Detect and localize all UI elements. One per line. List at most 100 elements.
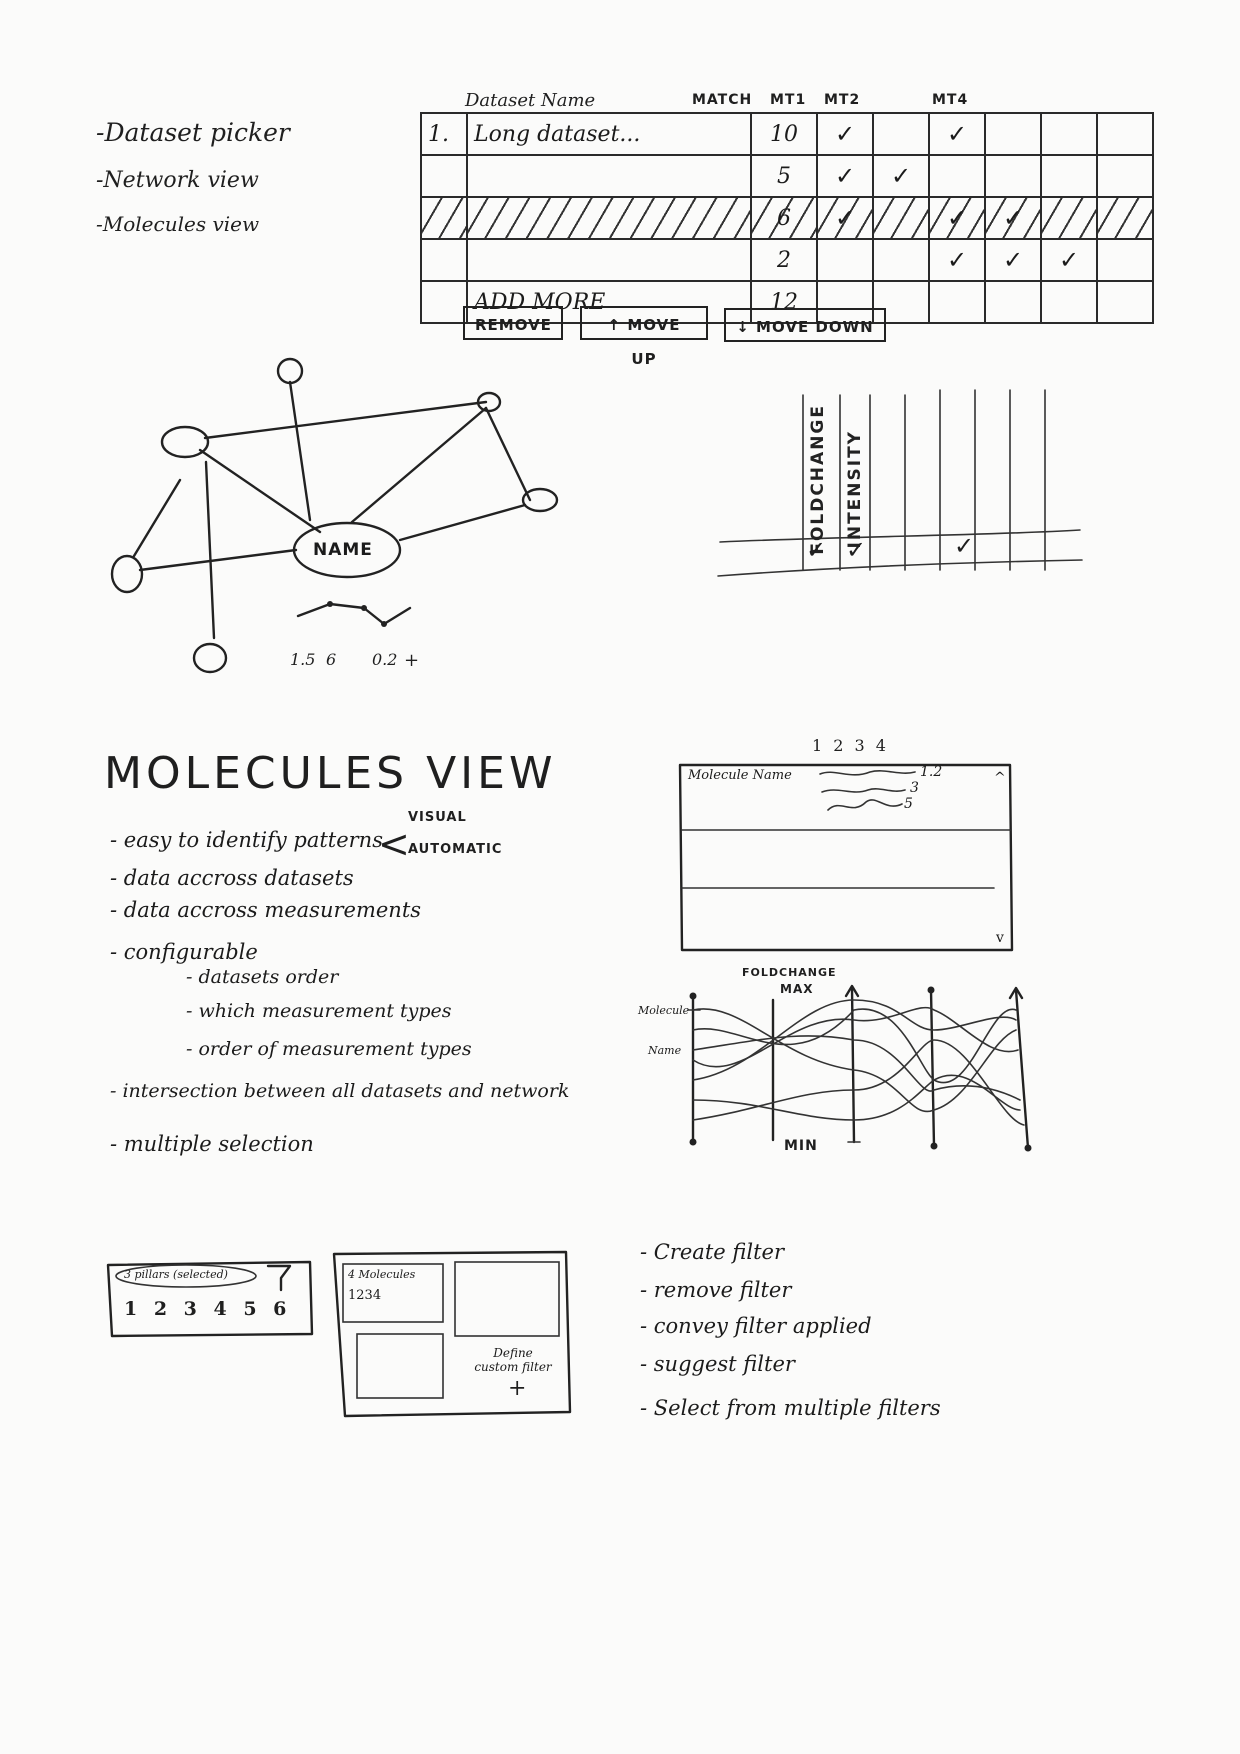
axis-max-label: MAX: [780, 982, 814, 996]
header-mt1: MT1: [770, 92, 807, 108]
dataset-row[interactable]: 1. Long dataset... 10 ✓ ✓: [420, 112, 1154, 156]
scroll-up-button[interactable]: ^: [994, 770, 1006, 786]
measure-check-cell: [1096, 154, 1154, 198]
filter-widget-sketch: [106, 1260, 314, 1338]
sub-bullet: - order of measurement types: [186, 1038, 472, 1060]
axis-title: FOLDCHANGE: [742, 966, 837, 979]
branch-automatic: AUTOMATIC: [408, 842, 503, 857]
measure-check-cell: ✓: [1040, 238, 1098, 282]
dataset-name-cell: Long dataset...: [466, 112, 752, 156]
measure-check: ✓: [806, 536, 827, 564]
dataset-row[interactable]: 5 ✓ ✓: [420, 154, 1154, 198]
move-down-button[interactable]: ↓ MOVE DOWN: [724, 308, 886, 342]
dataset-row[interactable]: 2 ✓ ✓ ✓: [420, 238, 1154, 282]
network-node: [521, 487, 559, 513]
dataset-name-cell: ADD MORE: [466, 280, 752, 324]
measure-check-cell: ✓: [872, 154, 930, 198]
sparkline: [296, 602, 412, 626]
measure-check-cell: [1096, 196, 1154, 240]
measure-check-cell: [984, 112, 1042, 156]
sub-bullet: - datasets order: [186, 966, 339, 988]
remove-button[interactable]: REMOVE: [463, 306, 563, 340]
measure-check-cell: [928, 280, 986, 324]
header-dataset-name: Dataset Name: [465, 90, 596, 111]
branch-bracket: <: [378, 822, 410, 866]
filter-pill[interactable]: 3 pillars (selected): [124, 1268, 228, 1281]
move-up-button[interactable]: ↑ MOVE UP: [580, 306, 708, 368]
molecule-name-header: Molecule Name: [688, 768, 792, 783]
measure-check-cell: [1096, 280, 1154, 324]
sub-bullet: - which measurement types: [186, 1000, 452, 1022]
measure-check-cell: [1096, 112, 1154, 156]
bullet: - intersection between all datasets and …: [110, 1080, 570, 1102]
measure-check-cell: ✓: [928, 238, 986, 282]
network-node: [160, 425, 210, 459]
match-count-cell: 10: [750, 112, 818, 156]
filter-note: - suggest filter: [640, 1352, 795, 1376]
measure-check-cell: [872, 280, 930, 324]
branch-visual: VISUAL: [408, 810, 467, 825]
spark-label: 1.5: [290, 650, 316, 669]
dataset-table: 1. Long dataset... 10 ✓ ✓ 5 ✓ ✓ 6 ✓ ✓ ✓ 2 ✓ ✓ ✓ ADD MORE…: [420, 112, 1154, 324]
bullet: - multiple selection: [110, 1132, 314, 1156]
scroll-down-button[interactable]: v: [996, 930, 1004, 946]
measure-check-cell: [984, 280, 1042, 324]
measure-check: ✓: [846, 536, 867, 564]
axis-left-label: Molecule: [638, 1004, 690, 1017]
filter-note: - remove filter: [640, 1278, 792, 1302]
parallel-coordinates-chart: [687, 984, 1032, 1152]
molecule-value: 3: [910, 780, 919, 796]
axis-min-label: MIN: [784, 1138, 818, 1154]
dataset-row[interactable]: 6 ✓ ✓ ✓: [420, 196, 1154, 240]
match-count-cell: 6: [750, 196, 818, 240]
measure-check-cell: ✓: [928, 112, 986, 156]
header-mt4: MT4: [932, 92, 969, 108]
measure-check-cell: ✓: [816, 154, 874, 198]
row-index: [420, 280, 468, 324]
spark-label: +: [404, 650, 420, 671]
define-custom-filter[interactable]: Define custom filter: [474, 1346, 552, 1374]
measure-check: ✓: [954, 532, 975, 560]
measure-check-cell: ✓: [816, 196, 874, 240]
funnel-icon: [266, 1264, 292, 1292]
network-center-node: [292, 521, 402, 579]
measure-check-cell: [872, 196, 930, 240]
add-filter-plus[interactable]: +: [508, 1376, 527, 1401]
network-graph: [110, 357, 559, 674]
network-center-label: NAME: [313, 540, 373, 560]
bullet: - easy to identify patterns: [110, 828, 383, 852]
measure-check-cell: [816, 280, 874, 324]
filter-note: - convey filter applied: [640, 1314, 872, 1338]
dataset-name-cell: [466, 238, 752, 282]
measure-check-cell: [1040, 280, 1098, 324]
measure-check-cell: [816, 238, 874, 282]
spark-label: 6: [326, 650, 337, 669]
measure-check-cell: [872, 238, 930, 282]
measure-check-cell: [872, 112, 930, 156]
molecule-column-numbers: 1 2 3 4: [812, 736, 889, 755]
measure-label-intensity: INTENSITY: [845, 430, 865, 549]
filter-card-title: 4 Molecules: [348, 1268, 416, 1281]
note-molecules-view: -Molecules view: [96, 212, 260, 236]
measure-check-cell: ✓: [816, 112, 874, 156]
measure-check-cell: [1040, 154, 1098, 198]
network-node: [192, 642, 228, 674]
measure-check-cell: [1040, 196, 1098, 240]
dataset-row[interactable]: ADD MORE 12: [420, 280, 1154, 324]
row-index: 1.: [420, 112, 468, 156]
measure-check-cell: [928, 154, 986, 198]
network-node: [110, 554, 144, 594]
molecule-value: 1.2: [920, 764, 943, 780]
network-node: [476, 391, 502, 413]
molecules-view-title: MOLECULES VIEW: [104, 748, 557, 799]
header-mt2: MT2: [824, 92, 861, 108]
measure-check-cell: [1040, 112, 1098, 156]
measure-check-cell: ✓: [984, 238, 1042, 282]
measure-check-cell: [1096, 238, 1154, 282]
note-network-view: -Network view: [96, 168, 259, 193]
header-match: MATCH: [692, 92, 753, 108]
dataset-name-cell: [466, 154, 752, 198]
measure-check-cell: ✓: [984, 196, 1042, 240]
row-index: [420, 238, 468, 282]
match-count-cell: 2: [750, 238, 818, 282]
